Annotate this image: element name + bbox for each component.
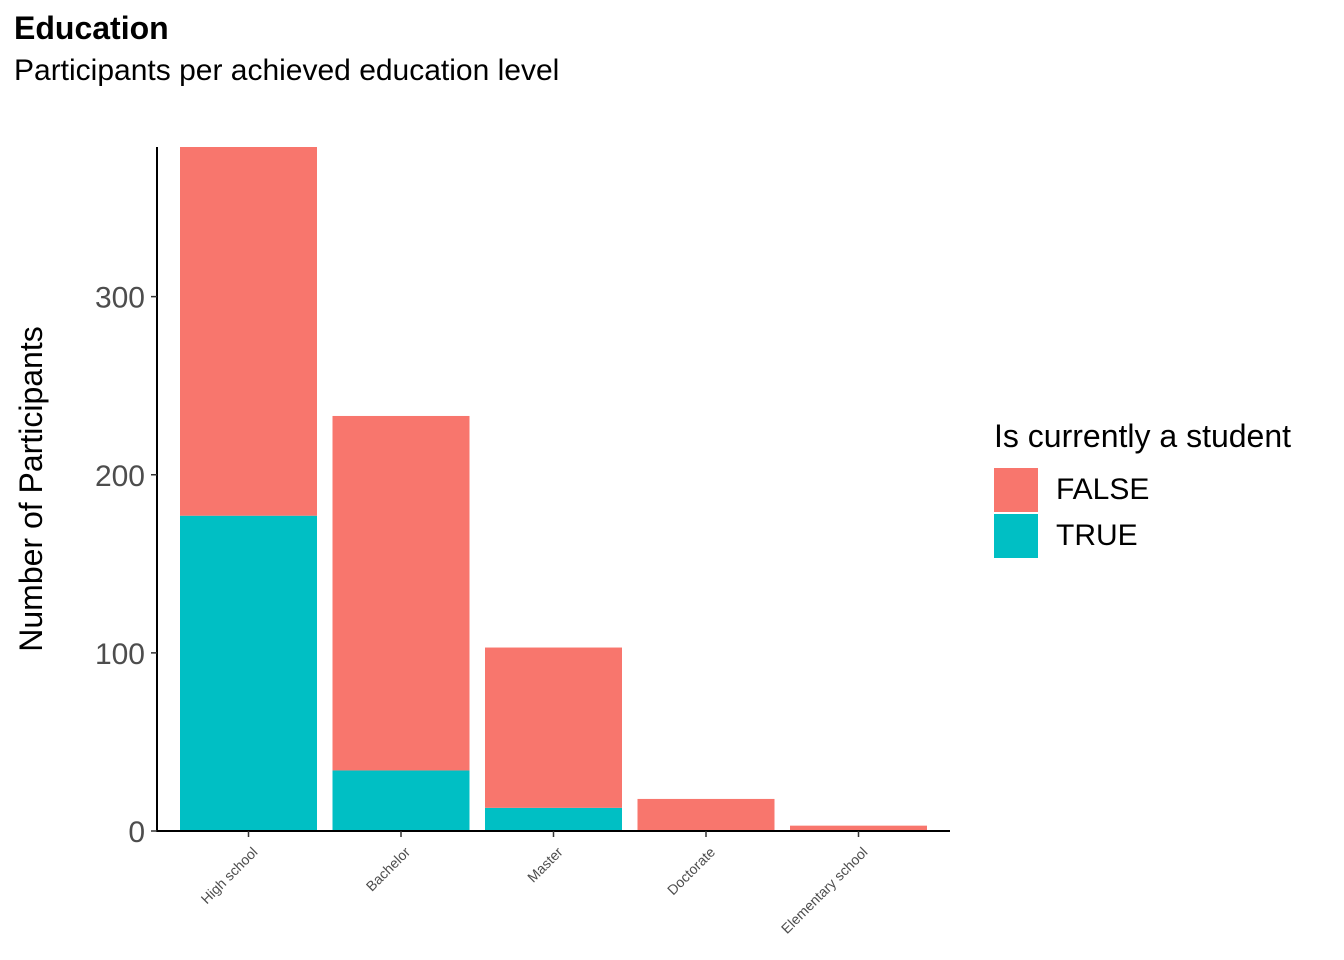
bar-master-false	[485, 647, 622, 808]
x-tick-label: Bachelor	[363, 844, 414, 895]
y-tick-label: 0	[128, 816, 145, 849]
legend-swatch-true	[994, 514, 1038, 558]
y-tick-label: 100	[95, 638, 145, 671]
x-tick-label: High school	[198, 844, 261, 907]
legend: Is currently a student FALSE TRUE	[994, 418, 1291, 559]
legend-label-false: FALSE	[1056, 473, 1150, 506]
bar-high-school-true	[180, 515, 317, 831]
legend-item-true: TRUE	[994, 513, 1291, 559]
bars-layer	[180, 147, 927, 831]
y-tick-label: 300	[95, 282, 145, 315]
x-tick-label: Master	[524, 844, 566, 886]
bar-bachelor-false	[332, 415, 470, 771]
chart-subtitle: Participants per achieved education leve…	[14, 54, 560, 87]
bar-doctorate-false	[637, 798, 775, 831]
chart-title: Education	[14, 10, 169, 46]
bar-high-school-false	[180, 147, 317, 516]
legend-swatch-false	[994, 468, 1038, 512]
x-ticks: High school Bachelor Master Doctorate Elemen…	[198, 831, 871, 937]
bar-elementary-school-false	[790, 825, 927, 831]
x-tick-label: Elementary school	[778, 844, 871, 937]
legend-item-false: FALSE	[994, 467, 1291, 513]
y-axis-label: Number of Participants	[13, 326, 49, 651]
legend-title: Is currently a student	[994, 418, 1292, 454]
y-tick-label: 200	[95, 460, 145, 493]
y-ticks: 0 100 200 300	[95, 282, 157, 849]
bar-bachelor-true	[332, 770, 470, 831]
legend-label-true: TRUE	[1056, 519, 1138, 552]
bar-master-true	[485, 807, 622, 831]
x-tick-label: Doctorate	[664, 844, 718, 898]
